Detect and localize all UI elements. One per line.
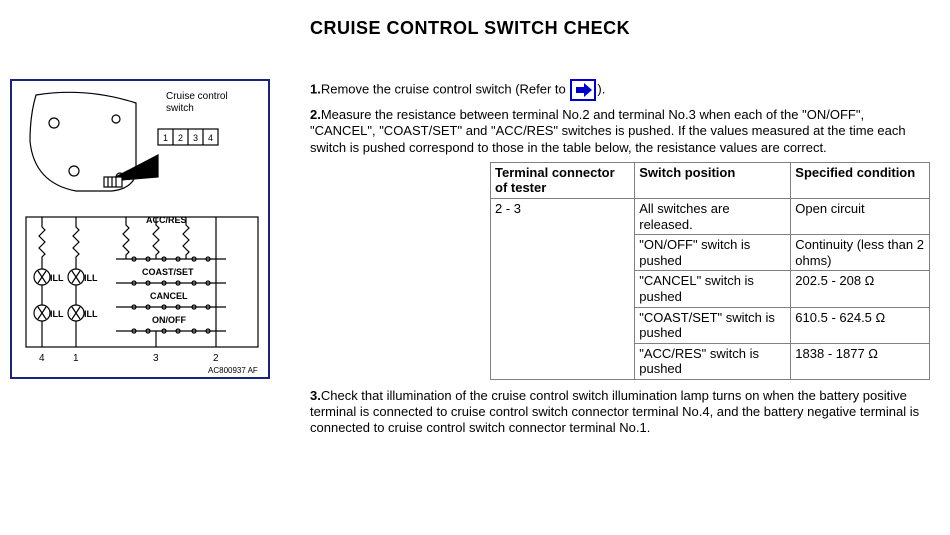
- reference-arrow-icon[interactable]: [570, 79, 596, 101]
- diagram-frame: Cruise control switch 1 2 3 4: [10, 79, 270, 379]
- cell-pos: "CANCEL" switch is pushed: [635, 271, 791, 307]
- diagram-label: Cruise control: [166, 91, 228, 102]
- svg-text:ILL: ILL: [84, 309, 98, 319]
- svg-text:1: 1: [73, 353, 79, 364]
- svg-text:ILL: ILL: [50, 309, 64, 319]
- step-2: 2.Measure the resistance between termina…: [310, 107, 930, 156]
- content-row: Cruise control switch 1 2 3 4: [10, 79, 930, 443]
- svg-text:COAST/SET: COAST/SET: [142, 267, 194, 277]
- page-title: CRUISE CONTROL SWITCH CHECK: [310, 18, 930, 39]
- step-1-text-b: ).: [597, 81, 605, 96]
- text-column: 1.Remove the cruise control switch (Refe…: [310, 79, 930, 443]
- col-condition: Specified condition: [791, 162, 930, 198]
- col-terminal: Terminal connector of tester: [491, 162, 635, 198]
- svg-text:4: 4: [39, 353, 45, 364]
- cell-pos: "ON/OFF" switch is pushed: [635, 235, 791, 271]
- table-row: 2 - 3 All switches are released. Open ci…: [491, 198, 930, 234]
- cell-pos: All switches are released.: [635, 198, 791, 234]
- cell-cond: Open circuit: [791, 198, 930, 234]
- step-3-num: 3.: [310, 388, 321, 403]
- svg-text:ILL: ILL: [84, 273, 98, 283]
- svg-text:ACC/RES: ACC/RES: [146, 215, 187, 225]
- svg-text:4: 4: [208, 133, 213, 143]
- cell-pos: "COAST/SET" switch is pushed: [635, 307, 791, 343]
- svg-text:1: 1: [163, 133, 168, 143]
- svg-text:switch: switch: [166, 103, 194, 114]
- page-root: CRUISE CONTROL SWITCH CHECK: [0, 0, 950, 535]
- wiring-diagram: Cruise control switch 1 2 3 4: [16, 85, 268, 375]
- svg-text:ON/OFF: ON/OFF: [152, 315, 186, 325]
- step-2-num: 2.: [310, 107, 321, 122]
- col-position: Switch position: [635, 162, 791, 198]
- step-3: 3.Check that illumination of the cruise …: [310, 388, 930, 437]
- svg-text:CANCEL: CANCEL: [150, 291, 188, 301]
- cell-terminal: 2 - 3: [491, 198, 635, 379]
- step-1-num: 1.: [310, 81, 321, 96]
- cell-cond: 1838 - 1877 Ω: [791, 343, 930, 379]
- step-1: 1.Remove the cruise control switch (Refe…: [310, 79, 930, 101]
- cell-pos: "ACC/RES" switch is pushed: [635, 343, 791, 379]
- cell-cond: 202.5 - 208 Ω: [791, 271, 930, 307]
- table-header-row: Terminal connector of tester Switch posi…: [491, 162, 930, 198]
- cell-cond: 610.5 - 624.5 Ω: [791, 307, 930, 343]
- svg-text:3: 3: [153, 353, 159, 364]
- svg-text:2: 2: [178, 133, 183, 143]
- cell-cond: Continuity (less than 2 ohms): [791, 235, 930, 271]
- step-2-text: Measure the resistance between terminal …: [310, 107, 906, 155]
- svg-text:ILL: ILL: [50, 273, 64, 283]
- diagram-column: Cruise control switch 1 2 3 4: [10, 79, 280, 379]
- svg-text:3: 3: [193, 133, 198, 143]
- step-1-text-a: Remove the cruise control switch (Refer …: [321, 81, 570, 96]
- resistance-table: Terminal connector of tester Switch posi…: [490, 162, 930, 380]
- svg-text:AC800937 AF: AC800937 AF: [208, 366, 258, 375]
- step-3-text: Check that illumination of the cruise co…: [310, 388, 919, 436]
- svg-text:2: 2: [213, 353, 219, 364]
